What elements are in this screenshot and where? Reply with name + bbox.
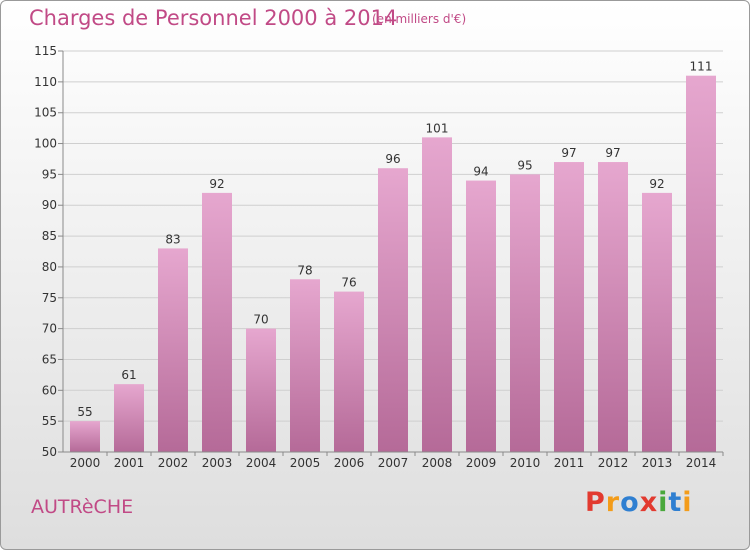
chart-title: Charges de Personnel 2000 à 2014 xyxy=(29,6,398,30)
logo-letter: o xyxy=(620,487,640,518)
bar-value-label: 111 xyxy=(690,60,713,74)
bar-value-label: 83 xyxy=(165,232,180,246)
y-tick-label: 105 xyxy=(34,106,57,120)
bar-value-label: 96 xyxy=(385,152,400,166)
bar-value-label: 97 xyxy=(605,146,620,160)
bar xyxy=(554,162,584,453)
labels: 50 55 60 65 70 75 80 85 90 95 100 105 110 115 55 2000 61… xyxy=(34,44,716,470)
logo-letter: i xyxy=(682,487,693,518)
logo-letter: r xyxy=(605,487,621,518)
y-tick-label: 80 xyxy=(42,260,57,274)
bar xyxy=(598,162,628,453)
bar-value-label: 70 xyxy=(253,313,268,327)
bar-value-label: 92 xyxy=(209,177,224,191)
bar xyxy=(70,421,100,452)
y-tick-label: 100 xyxy=(34,137,57,151)
bar xyxy=(290,279,320,452)
axes xyxy=(58,50,724,456)
y-tick-label: 60 xyxy=(42,383,57,397)
x-tick-label: 2006 xyxy=(334,456,365,470)
bar xyxy=(202,192,232,452)
bar xyxy=(422,137,452,452)
bar-value-label: 94 xyxy=(473,165,488,179)
city-name: AUTRèCHE xyxy=(31,496,134,518)
y-tick-label: 115 xyxy=(34,44,57,58)
bar-value-label: 95 xyxy=(517,158,532,172)
x-tick-label: 2002 xyxy=(158,456,189,470)
y-tick-label: 65 xyxy=(42,352,57,366)
x-tick-label: 2003 xyxy=(202,456,233,470)
x-tick-label: 2005 xyxy=(290,456,321,470)
bar xyxy=(466,180,496,453)
x-tick-label: 2013 xyxy=(642,456,673,470)
x-tick-label: 2004 xyxy=(246,456,277,470)
logo-letter: i xyxy=(658,487,669,518)
bar xyxy=(158,248,188,452)
y-tick-label: 95 xyxy=(42,167,57,181)
y-tick-label: 70 xyxy=(42,322,57,336)
bar-value-label: 76 xyxy=(341,276,356,290)
bar xyxy=(686,75,716,452)
x-tick-label: 2011 xyxy=(554,456,585,470)
bar xyxy=(642,192,672,452)
y-tick-label: 55 xyxy=(42,414,57,428)
y-tick-label: 110 xyxy=(34,75,57,89)
y-tick-label: 90 xyxy=(42,198,57,212)
logo-letter: x xyxy=(639,487,659,518)
bars xyxy=(70,75,716,453)
x-tick-label: 2014 xyxy=(686,456,717,470)
x-tick-label: 2012 xyxy=(598,456,629,470)
x-tick-label: 2007 xyxy=(378,456,409,470)
y-tick-label: 75 xyxy=(42,291,57,305)
bar-value-label: 92 xyxy=(649,177,664,191)
bar xyxy=(510,174,540,452)
x-tick-label: 2008 xyxy=(422,456,453,470)
bar xyxy=(114,384,144,452)
y-tick-label: 50 xyxy=(42,445,57,459)
x-tick-label: 2009 xyxy=(466,456,497,470)
x-tick-label: 2001 xyxy=(114,456,145,470)
bar xyxy=(378,168,408,452)
chart-subtitle: (en milliers d'€) xyxy=(372,12,467,26)
proxiti-logo: Proxiti xyxy=(585,487,693,518)
bar-value-label: 61 xyxy=(121,368,136,382)
y-tick-label: 85 xyxy=(42,229,57,243)
bar-value-label: 97 xyxy=(561,146,576,160)
logo-letter: P xyxy=(585,487,606,518)
bar xyxy=(334,291,364,452)
bar xyxy=(246,328,276,452)
x-tick-label: 2000 xyxy=(70,456,101,470)
bar-value-label: 78 xyxy=(297,263,312,277)
bar-value-label: 101 xyxy=(426,121,449,135)
bar-value-label: 55 xyxy=(77,405,92,419)
logo-letter: t xyxy=(668,487,683,518)
x-tick-label: 2010 xyxy=(510,456,541,470)
